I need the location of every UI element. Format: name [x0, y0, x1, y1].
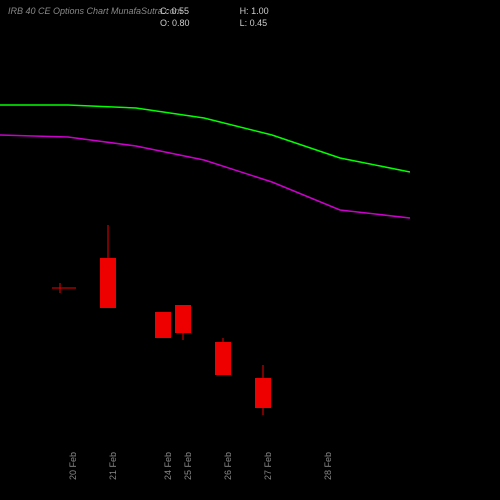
indicator-line [0, 135, 410, 218]
candle-body [255, 378, 271, 408]
low-value: 0.45 [250, 18, 268, 28]
ohlc-panel: C: 0.55 H: 1.00 O: 0.80 L: 0.45 [160, 6, 269, 28]
chart-area [0, 40, 410, 420]
open-value: 0.80 [172, 18, 190, 28]
x-axis-label: 28 Feb [323, 452, 333, 480]
close-label: C: [160, 6, 169, 16]
x-axis-labels: 20 Feb 21 Feb 24 Feb 25 Feb 26 Feb 27 Feb 28 F… [0, 420, 410, 490]
x-axis-label: 20 Feb [68, 452, 78, 480]
x-axis-label: 26 Feb [223, 452, 233, 480]
candle-body [215, 342, 231, 375]
candle-body [155, 312, 171, 338]
x-axis-label: 24 Feb [163, 452, 173, 480]
candle-body [175, 305, 191, 333]
chart-title: IRB 40 CE Options Chart MunafaSutra.com [8, 6, 182, 16]
close-value: 0.55 [172, 6, 190, 16]
chart-svg [0, 40, 410, 420]
low-label: L: [240, 18, 248, 28]
x-axis-label: 27 Feb [263, 452, 273, 480]
open-label: O: [160, 18, 170, 28]
x-axis-label: 21 Feb [108, 452, 118, 480]
indicator-line [0, 105, 410, 172]
x-axis-label: 25 Feb [183, 452, 193, 480]
high-label: H: [240, 6, 249, 16]
high-value: 1.00 [251, 6, 269, 16]
candle-body [100, 258, 116, 308]
